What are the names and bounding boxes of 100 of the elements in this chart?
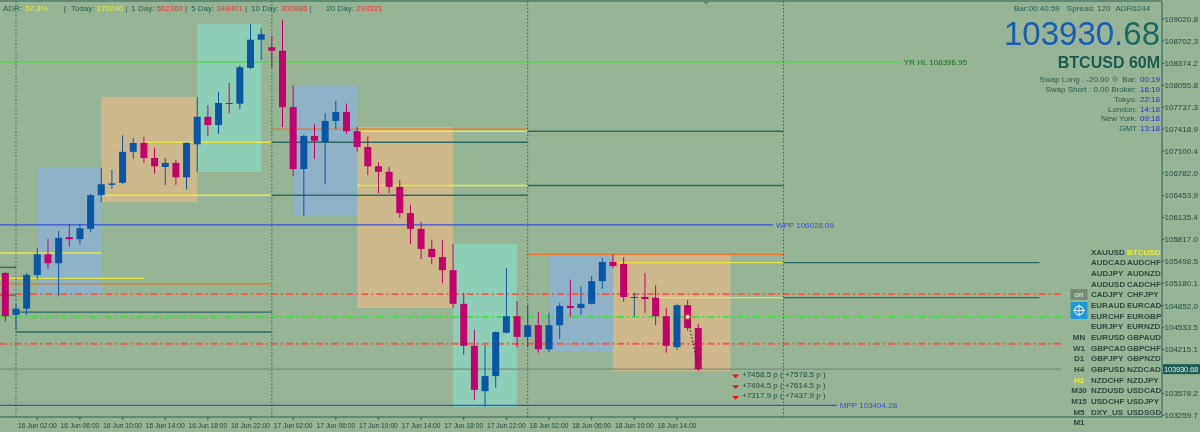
- x-tick-label: 17 Jun 02:00: [273, 420, 313, 431]
- y-tick-label: 104533.5: [1164, 323, 1199, 333]
- annotation: |: [185, 4, 188, 13]
- annotation: M5: [1073, 407, 1086, 417]
- annotation: EURNZD: [1127, 322, 1161, 332]
- y-tick-label: 105817.0: [1164, 235, 1199, 245]
- y-tick-label: 107418.9: [1164, 125, 1199, 135]
- annotation: GMT: [1119, 124, 1138, 134]
- y-tick-label: 109020.8: [1164, 14, 1199, 24]
- annotation: +7317.9 p ( +7437.9 p ): [742, 391, 826, 401]
- annotation: GBPUSD: [1091, 364, 1126, 374]
- y-tick-label: 106453.9: [1164, 191, 1199, 201]
- x-tick-label: 17 Jun 14:00: [401, 420, 441, 431]
- annotation: 170240: [96, 4, 124, 13]
- annotation: NZDCHF: [1091, 375, 1124, 385]
- annotation: GBPAUD: [1127, 332, 1162, 342]
- annotation: |: [244, 4, 248, 13]
- annotation: AUDUSD: [1091, 279, 1126, 289]
- annotation: USDJPY: [1127, 397, 1160, 407]
- y-tick-label: 105180.1: [1164, 279, 1199, 289]
- annotation: 562369: [156, 4, 184, 13]
- x-tick-label: 18 Jun 14:00: [657, 420, 697, 431]
- annotation: AUDCAD: [1091, 258, 1126, 268]
- annotation: EURGBP: [1127, 311, 1162, 321]
- x-tick-label: 16 Jun 14:00: [145, 420, 185, 431]
- annotation: ADR6244: [1115, 3, 1151, 13]
- annotation: Today:: [70, 4, 95, 13]
- annotation: Tokyo:: [1113, 94, 1137, 104]
- annotation: 13:18: [1140, 124, 1161, 134]
- y-tick-label: 103578.2: [1164, 389, 1199, 399]
- y-tick-label: 107100.4: [1164, 146, 1199, 156]
- x-tick-label: 16 Jun 02:00: [17, 420, 57, 431]
- annotation: EURCAD: [1127, 300, 1162, 310]
- annotation: 14:18: [1140, 104, 1161, 114]
- annotation: |: [309, 4, 312, 13]
- y-tick-label: 108374.2: [1164, 59, 1199, 69]
- y-tick-label: 106782.0: [1164, 168, 1199, 178]
- annotation: M30: [1071, 386, 1088, 396]
- annotation: USDCHF: [1091, 397, 1125, 407]
- x-tick-label: 18 Jun 06:00: [572, 420, 612, 431]
- annotation: WPP 106028.09: [775, 220, 835, 230]
- annotation: AUDCHF: [1127, 258, 1161, 268]
- annotation: +7494.5 p ( +7614.5 p ): [742, 380, 826, 390]
- annotation: Swap Long : -20.00: [1039, 74, 1110, 84]
- x-tick-label: 17 Jun 06:00: [316, 420, 356, 431]
- annotation: New York:: [1100, 114, 1137, 124]
- annotation: 09:18: [1140, 114, 1161, 124]
- annotation: |: [63, 4, 66, 13]
- y-tick-label: 103259.7: [1164, 411, 1199, 421]
- annotation: EURJPY: [1091, 322, 1124, 332]
- annotation: +7458.5 p ( +7578.5 p ): [742, 370, 826, 379]
- annotation: GBPJPY: [1091, 354, 1125, 364]
- annotation: USDCAD: [1127, 386, 1162, 396]
- annotation: AUDJPY: [1091, 268, 1125, 278]
- annotation: H4: [1073, 364, 1085, 374]
- annotation: 22:18: [1140, 94, 1161, 104]
- x-tick-label: 17 Jun 18:00: [444, 420, 484, 431]
- x-tick-label: 16 Jun 10:00: [103, 420, 142, 431]
- annotation: 57.3%: [25, 4, 48, 13]
- y-tick-label: 108055.8: [1164, 81, 1199, 91]
- x-tick-label: 17 Jun 10:00: [359, 420, 398, 431]
- annotation: GBPCHF: [1127, 343, 1161, 353]
- annotation: BTCUSD 60M: [1057, 54, 1160, 71]
- annotation: EURUSD: [1091, 332, 1125, 342]
- annotation: Bar:: [1122, 74, 1137, 84]
- x-tick-label: 16 Jun 22:00: [231, 420, 270, 431]
- annotation: D1: [1073, 354, 1085, 364]
- annotation: 300886: [280, 4, 308, 13]
- annotation: GBPCAD: [1091, 343, 1126, 353]
- annotation: EURAUD: [1091, 300, 1126, 310]
- annotation: 103930.68: [1003, 15, 1160, 52]
- annotation: H1: [1073, 375, 1085, 385]
- y-tick-label: 104852.0: [1164, 301, 1199, 311]
- x-tick-label: 16 Jun 06:00: [60, 420, 100, 431]
- annotation: 10 Day:: [251, 4, 279, 13]
- annotation: Swap Short : 0.00: [1045, 84, 1110, 94]
- x-tick-label: 17 Jun 22:00: [486, 420, 526, 431]
- y-tick-label: 105498.5: [1164, 257, 1199, 267]
- annotation: 1 Day:: [131, 4, 155, 13]
- annotation: CADCHF: [1127, 279, 1161, 289]
- annotation: XAUUSD: [1091, 247, 1125, 257]
- annotation: 20 Day:: [326, 4, 354, 13]
- annotation: Broker:: [1111, 84, 1137, 94]
- annotation: 5 Day:: [191, 4, 215, 13]
- y-tick-label: 104215.1: [1164, 345, 1199, 355]
- y-tick-label: 107737.3: [1164, 103, 1199, 113]
- annotation: 16:19: [1140, 84, 1161, 94]
- annotation: M15: [1071, 397, 1088, 407]
- annotation: NZDCAD: [1127, 364, 1161, 374]
- annotation: NZDUSD: [1091, 386, 1125, 396]
- annotation: London:: [1108, 104, 1137, 114]
- annotation: GBPNZD: [1127, 354, 1161, 364]
- annotation: MN: [1072, 332, 1086, 342]
- text: M1: [1073, 418, 1086, 428]
- annotation: YR HL 108396.95: [903, 57, 968, 67]
- annotation: 293321: [356, 4, 384, 13]
- annotation: 00:19: [1140, 74, 1161, 84]
- x-tick-label: 18 Jun 02:00: [529, 420, 569, 431]
- annotation: on: [1074, 290, 1084, 300]
- x-tick-label: 16 Jun 18:00: [188, 420, 228, 431]
